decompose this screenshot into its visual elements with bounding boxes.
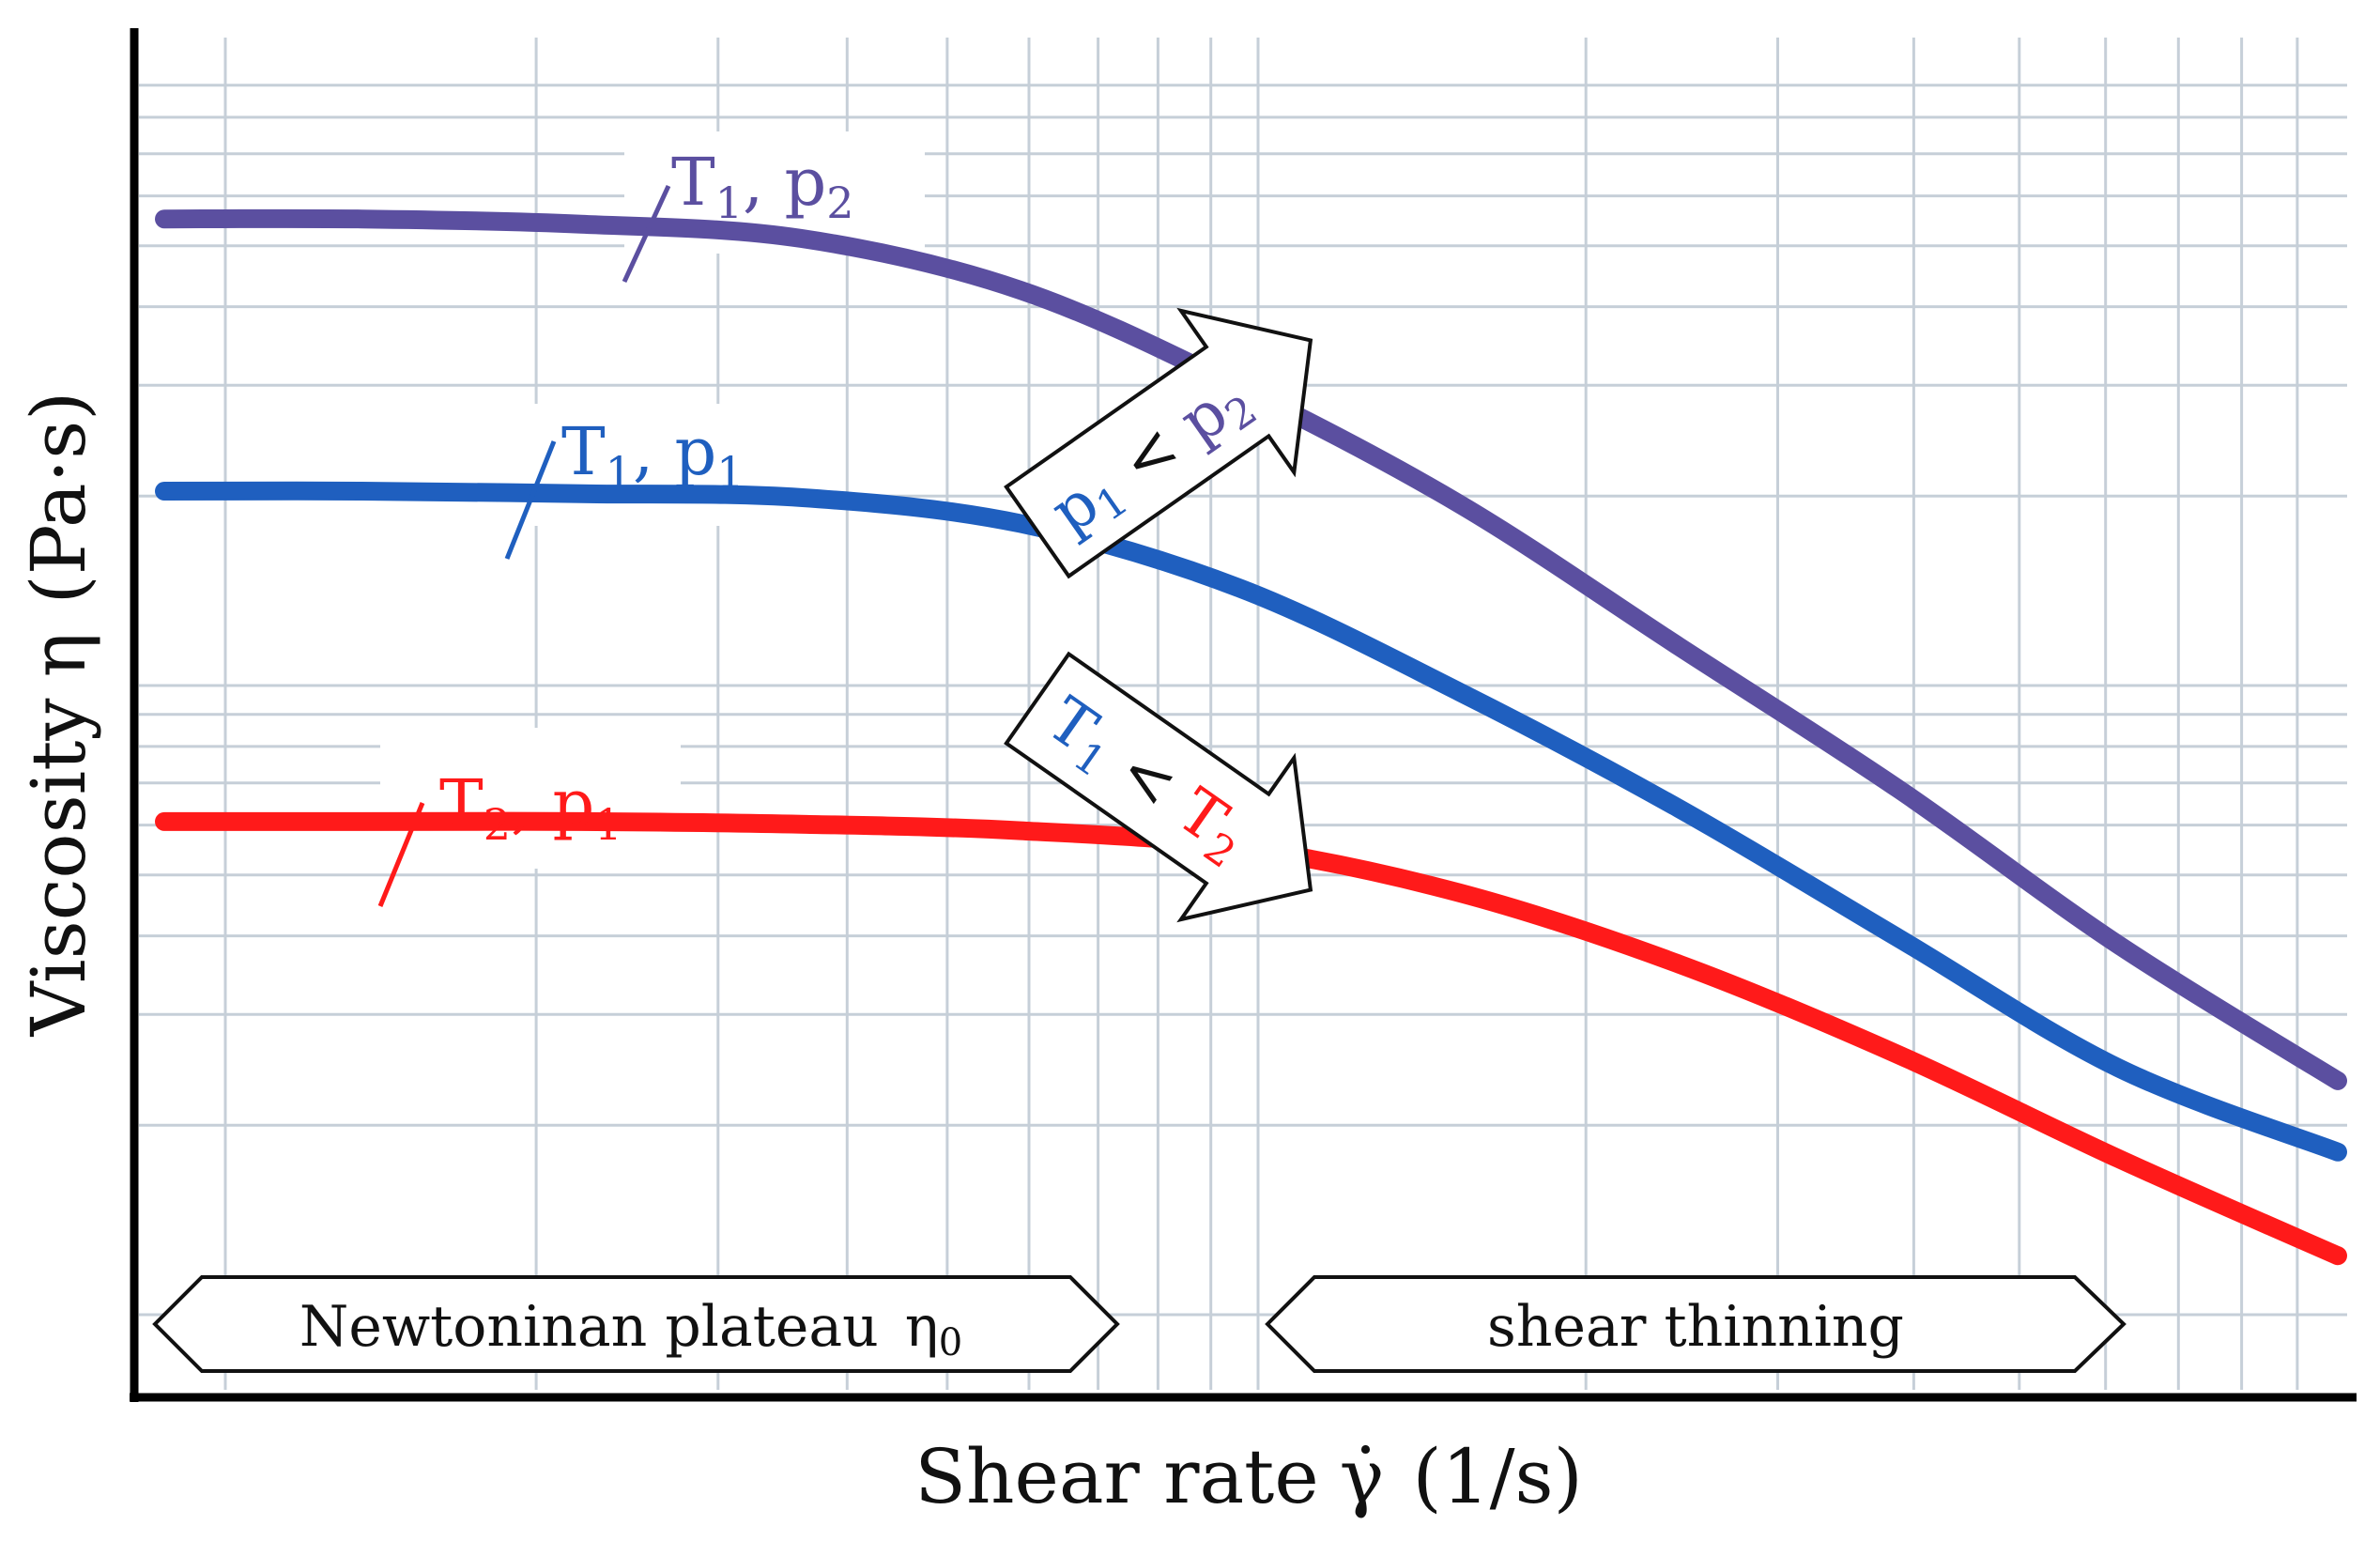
region-newtonian-plateau-shape — [152, 1275, 1120, 1373]
region-shear-thinning-label: shear thinning — [1487, 1294, 1904, 1360]
x-axis-symbol: γ̇ — [1340, 1433, 1385, 1520]
y-axis-title-text: Viscosity — [15, 698, 102, 1037]
leader-line-t2p1 — [377, 802, 425, 907]
region-newtonian-plateau: Newtoninan plateau η0 — [152, 1275, 1120, 1373]
series-label-t1p2: T1, p2 — [671, 144, 854, 228]
series-label-t2p1-sub2: 1 — [594, 799, 622, 850]
x-axis-unit: (1/s) — [1412, 1433, 1582, 1520]
series-label-t1p1-sep: , p — [633, 413, 716, 490]
leader-line-t1p1 — [504, 440, 557, 560]
chart-grid — [139, 38, 2347, 1390]
y-axis-title: Viscosity η (Pa·s) — [15, 392, 102, 1038]
leader-line-t1p2 — [622, 184, 671, 284]
series-label-t1p2-sub1: 1 — [715, 177, 743, 228]
y-axis-symbol: η — [15, 632, 102, 677]
x-axis-title-text: Shear rate — [914, 1433, 1318, 1520]
series-label-t1p1-sub2: 1 — [716, 447, 744, 498]
label-box-t2p1 — [380, 728, 681, 869]
series-label-t2p1: T2, p1 — [439, 765, 622, 850]
label-box-t1p1 — [512, 404, 812, 526]
region-eta-symbol: η — [905, 1294, 939, 1360]
series-label-t1p2-main: T — [671, 144, 715, 221]
region-shear-thinning-shape — [1265, 1275, 2127, 1373]
series-label-t1p1: T1, p1 — [561, 413, 745, 498]
series-label-t2p1-main: T — [439, 765, 484, 842]
region-shear-thinning: shear thinning — [1265, 1275, 2127, 1373]
series-label-t1p1-main: T — [561, 413, 606, 490]
series-label-t1p2-sep: , p — [743, 144, 826, 221]
region-eta-sub: 0 — [939, 1321, 962, 1364]
pressure-arrow-shape — [1004, 307, 1313, 579]
region-newtonian-plateau-text: Newtoninan plateau — [299, 1294, 879, 1360]
y-axis-unit: (Pa·s) — [15, 392, 102, 605]
temperature-arrow: T1 < T2 — [1004, 651, 1313, 923]
temperature-arrow-shape — [1004, 651, 1313, 923]
x-axis-title: Shear rate γ̇ (1/s) — [914, 1433, 1583, 1520]
series-label-t2p1-sub1: 2 — [484, 799, 511, 850]
series-label-t1p2-sub2: 2 — [826, 177, 853, 228]
pressure-arrow: p1 < p2 — [1004, 307, 1313, 579]
series-label-t1p1-sub1: 1 — [606, 447, 633, 498]
series-label-t2p1-sep: , p — [511, 765, 594, 842]
region-newtonian-plateau-label: Newtoninan plateau η0 — [299, 1294, 962, 1364]
